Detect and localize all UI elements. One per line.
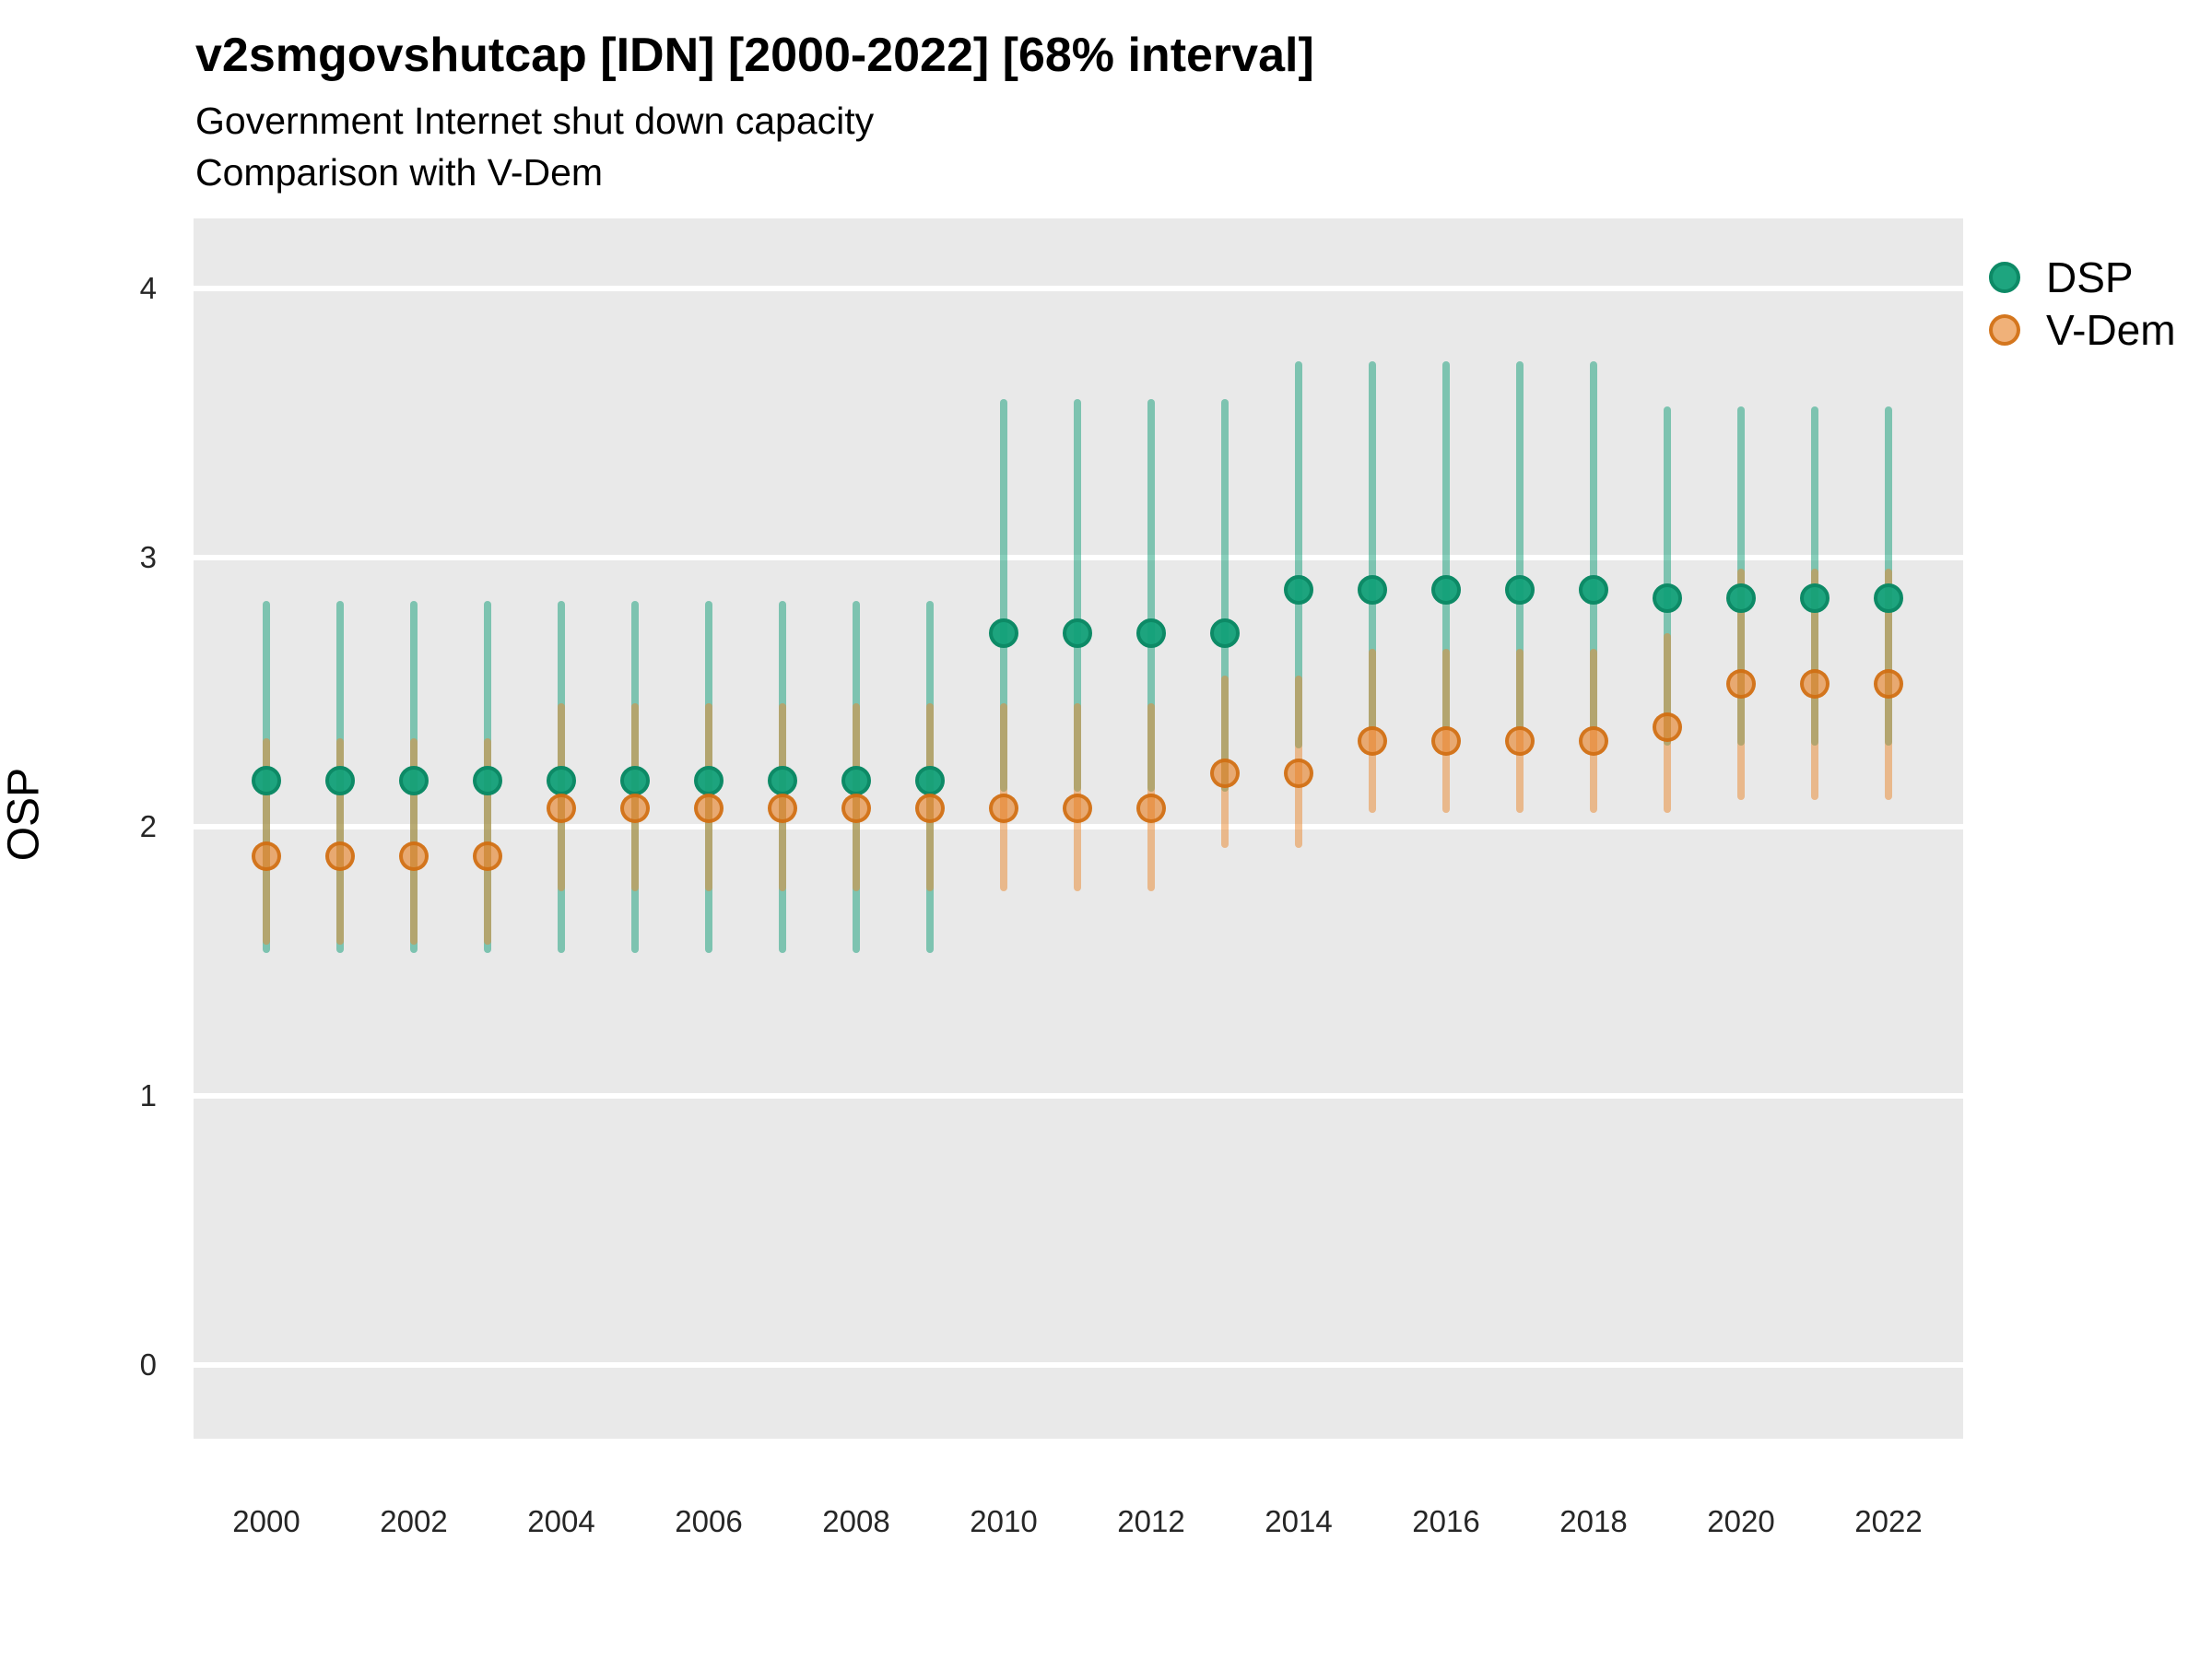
legend: DSP V-Dem bbox=[1989, 251, 2176, 356]
dsp-data-point bbox=[1653, 582, 1682, 613]
dsp-interval-bar bbox=[1590, 360, 1597, 730]
dsp-data-point bbox=[1800, 582, 1830, 613]
legend-label-vdem: V-Dem bbox=[2046, 305, 2176, 354]
chart-title: v2smgovshutcap [IDN] [2000-2022] [68% in… bbox=[195, 29, 1314, 82]
vdem-legend-swatch-icon bbox=[1989, 313, 2020, 346]
dsp-data-point bbox=[1136, 618, 1166, 648]
vdem-data-point bbox=[989, 793, 1018, 823]
dsp-data-point bbox=[1579, 575, 1608, 606]
vdem-data-point bbox=[1431, 725, 1461, 756]
dsp-interval-bar bbox=[1369, 360, 1376, 730]
x-tick-label-2010: 2010 bbox=[970, 1504, 1038, 1538]
vdem-data-point bbox=[768, 793, 797, 823]
dsp-interval-bar bbox=[1664, 406, 1671, 747]
dsp-interval-bar bbox=[1221, 398, 1229, 793]
y-tick-label-2: 2 bbox=[139, 809, 157, 843]
dsp-legend-swatch-icon bbox=[1989, 261, 2020, 293]
x-tick-label-2012: 2012 bbox=[1117, 1504, 1185, 1538]
x-tick-label-2000: 2000 bbox=[232, 1504, 300, 1538]
legend-item-vdem: V-Dem bbox=[1989, 303, 2176, 356]
dsp-data-point bbox=[473, 766, 502, 796]
vdem-data-point bbox=[1505, 725, 1535, 756]
dsp-interval-bar bbox=[1074, 398, 1081, 793]
gridline-y-0 bbox=[194, 1362, 1963, 1368]
dsp-data-point bbox=[1431, 575, 1461, 606]
x-tick-label-2014: 2014 bbox=[1265, 1504, 1333, 1538]
vdem-data-point bbox=[252, 841, 281, 872]
x-tick-label-2006: 2006 bbox=[675, 1504, 743, 1538]
vdem-data-point bbox=[1874, 669, 1903, 700]
vdem-data-point bbox=[915, 793, 945, 823]
dsp-data-point bbox=[1874, 582, 1903, 613]
x-tick-label-2004: 2004 bbox=[527, 1504, 595, 1538]
x-tick-label-2008: 2008 bbox=[822, 1504, 890, 1538]
vdem-data-point bbox=[620, 793, 650, 823]
dsp-data-point bbox=[252, 766, 281, 796]
vdem-data-point bbox=[1210, 758, 1240, 788]
plot-area bbox=[194, 218, 1963, 1439]
y-tick-label-0: 0 bbox=[139, 1347, 157, 1382]
y-tick-label-3: 3 bbox=[139, 540, 157, 574]
vdem-interval-bar bbox=[263, 737, 270, 946]
vdem-data-point bbox=[1284, 758, 1313, 788]
dsp-interval-bar bbox=[1442, 360, 1450, 730]
vdem-data-point bbox=[1063, 793, 1092, 823]
dsp-data-point bbox=[1505, 575, 1535, 606]
vdem-data-point bbox=[1653, 712, 1682, 742]
gridline-y-4 bbox=[194, 286, 1963, 291]
vdem-data-point bbox=[473, 841, 502, 872]
dsp-interval-bar bbox=[1295, 360, 1302, 749]
chart-subtitle-line2: Comparison with V-Dem bbox=[195, 151, 604, 194]
vdem-data-point bbox=[1800, 669, 1830, 700]
x-tick-label-2020: 2020 bbox=[1707, 1504, 1775, 1538]
dsp-interval-bar bbox=[1000, 398, 1007, 793]
vdem-interval-bar bbox=[484, 737, 491, 946]
vdem-data-point bbox=[841, 793, 871, 823]
dsp-data-point bbox=[1063, 618, 1092, 648]
y-tick-label-4: 4 bbox=[139, 271, 157, 305]
gridline-y-1 bbox=[194, 1093, 1963, 1099]
dsp-data-point bbox=[620, 766, 650, 796]
dsp-data-point bbox=[1358, 575, 1387, 606]
x-tick-label-2002: 2002 bbox=[380, 1504, 448, 1538]
vdem-data-point bbox=[547, 793, 576, 823]
vdem-data-point bbox=[694, 793, 724, 823]
dsp-interval-bar bbox=[1147, 398, 1155, 793]
vdem-data-point bbox=[1726, 669, 1756, 700]
dsp-interval-bar bbox=[1516, 360, 1524, 730]
vdem-data-point bbox=[1358, 725, 1387, 756]
x-tick-label-2022: 2022 bbox=[1854, 1504, 1923, 1538]
vdem-data-point bbox=[325, 841, 355, 872]
y-tick-label-1: 1 bbox=[139, 1078, 157, 1112]
vdem-interval-bar bbox=[410, 737, 418, 946]
vdem-data-point bbox=[1136, 793, 1166, 823]
vdem-data-point bbox=[399, 841, 429, 872]
dsp-data-point bbox=[1284, 575, 1313, 606]
dsp-data-point bbox=[1210, 618, 1240, 648]
dsp-data-point bbox=[547, 766, 576, 796]
chart-subtitle-line1: Government Internet shut down capacity bbox=[195, 100, 875, 142]
legend-label-dsp: DSP bbox=[2046, 253, 2134, 301]
dsp-data-point bbox=[325, 766, 355, 796]
dsp-data-point bbox=[694, 766, 724, 796]
dsp-data-point bbox=[399, 766, 429, 796]
x-tick-label-2016: 2016 bbox=[1412, 1504, 1480, 1538]
vdem-interval-bar bbox=[336, 737, 344, 946]
legend-item-dsp: DSP bbox=[1989, 251, 2176, 303]
dsp-data-point bbox=[841, 766, 871, 796]
vdem-data-point bbox=[1579, 725, 1608, 756]
dsp-data-point bbox=[989, 618, 1018, 648]
dsp-data-point bbox=[768, 766, 797, 796]
x-tick-label-2018: 2018 bbox=[1559, 1504, 1628, 1538]
dsp-data-point bbox=[915, 766, 945, 796]
dsp-data-point bbox=[1726, 582, 1756, 613]
